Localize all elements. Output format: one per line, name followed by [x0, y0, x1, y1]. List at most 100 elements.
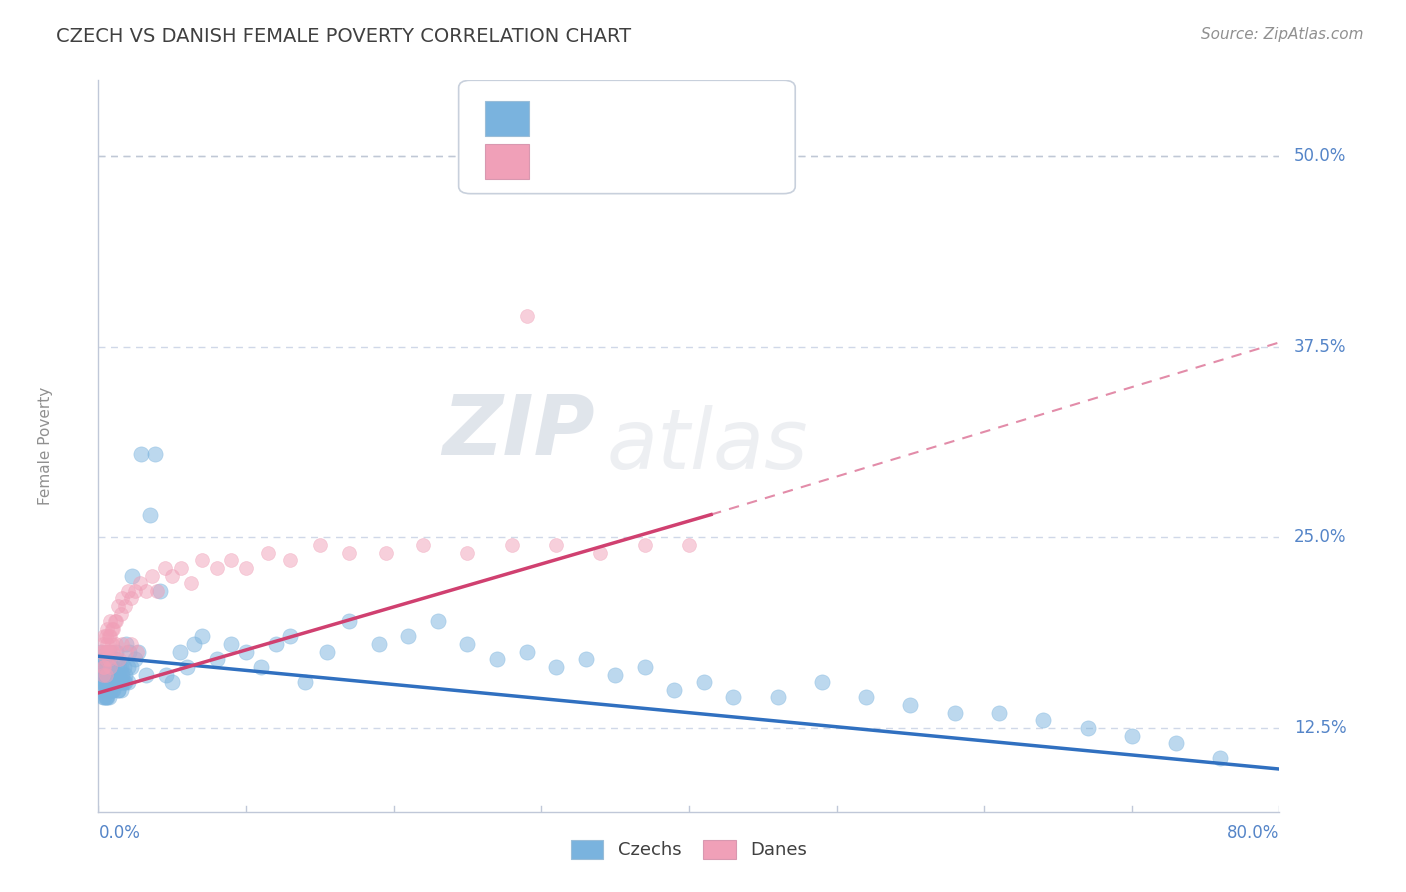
Point — [121, 568, 143, 582]
Point — [105, 645, 128, 659]
Point — [94, 690, 117, 705]
Point — [114, 599, 136, 613]
Point — [107, 682, 129, 697]
Point — [112, 675, 135, 690]
Point — [94, 675, 117, 690]
Point — [105, 675, 128, 690]
Point — [943, 706, 966, 720]
Point — [100, 660, 122, 674]
Point — [96, 682, 118, 697]
Point — [100, 637, 122, 651]
Point — [110, 660, 132, 674]
FancyBboxPatch shape — [458, 80, 796, 194]
Point — [90, 675, 112, 690]
Point — [91, 675, 114, 690]
Point — [96, 645, 118, 659]
Point — [257, 546, 280, 560]
Point — [96, 675, 118, 690]
Point — [94, 660, 117, 674]
Point — [93, 690, 115, 705]
Point — [546, 660, 568, 674]
Point — [398, 630, 420, 644]
Point — [127, 645, 149, 659]
Point — [90, 667, 112, 681]
Point — [250, 660, 273, 674]
Point — [183, 637, 205, 651]
Point — [605, 667, 627, 681]
Point — [149, 583, 172, 598]
Point — [120, 591, 142, 606]
Point — [120, 660, 142, 674]
Point — [634, 538, 657, 552]
Point — [96, 637, 118, 651]
Point — [108, 675, 131, 690]
Point — [115, 645, 138, 659]
Point — [96, 682, 118, 697]
Point — [103, 675, 125, 690]
Point — [110, 607, 132, 621]
Point — [575, 652, 598, 666]
Point — [678, 538, 700, 552]
Point — [108, 660, 131, 674]
Point — [135, 583, 157, 598]
Point — [103, 667, 125, 681]
Point — [1032, 714, 1054, 728]
Point — [235, 561, 257, 575]
Point — [180, 576, 202, 591]
Point — [153, 561, 176, 575]
Point — [766, 690, 789, 705]
Text: 50.0%: 50.0% — [1294, 147, 1346, 166]
Point — [309, 538, 332, 552]
Point — [91, 637, 114, 651]
Point — [91, 682, 114, 697]
Point — [96, 652, 118, 666]
Point — [191, 553, 214, 567]
Point — [900, 698, 922, 712]
Point — [1166, 736, 1188, 750]
Point — [105, 614, 128, 628]
Point — [94, 645, 117, 659]
Point — [96, 667, 118, 681]
Point — [103, 682, 125, 697]
Legend: Czechs, Danes: Czechs, Danes — [565, 835, 813, 865]
Text: R = -0.229   N = 124: R = -0.229 N = 124 — [551, 110, 733, 128]
Point — [108, 652, 131, 666]
Text: 12.5%: 12.5% — [1294, 719, 1347, 737]
Point — [97, 690, 120, 705]
Point — [100, 682, 122, 697]
Point — [516, 310, 538, 324]
Point — [90, 645, 112, 659]
Point — [114, 667, 136, 681]
Point — [221, 637, 243, 651]
Point — [988, 706, 1011, 720]
Point — [93, 645, 115, 659]
Point — [96, 622, 118, 636]
Point — [280, 630, 302, 644]
Point — [93, 630, 115, 644]
Point — [90, 645, 112, 659]
Text: 25.0%: 25.0% — [1294, 528, 1346, 547]
Point — [94, 667, 117, 681]
Point — [97, 682, 120, 697]
Point — [93, 675, 115, 690]
Point — [100, 622, 122, 636]
Point — [93, 652, 115, 666]
Point — [162, 568, 183, 582]
Point — [117, 675, 139, 690]
Point — [104, 675, 127, 690]
Point — [316, 645, 339, 659]
Point — [107, 682, 129, 697]
Point — [723, 690, 745, 705]
Point — [100, 675, 122, 690]
Point — [280, 553, 302, 567]
Point — [108, 675, 131, 690]
Point — [1077, 721, 1099, 735]
Point — [104, 614, 127, 628]
Text: 80.0%: 80.0% — [1227, 824, 1279, 842]
Point — [98, 630, 121, 644]
Point — [589, 546, 612, 560]
Point — [97, 645, 120, 659]
Point — [664, 682, 686, 697]
Point — [91, 660, 114, 674]
Point — [98, 675, 121, 690]
